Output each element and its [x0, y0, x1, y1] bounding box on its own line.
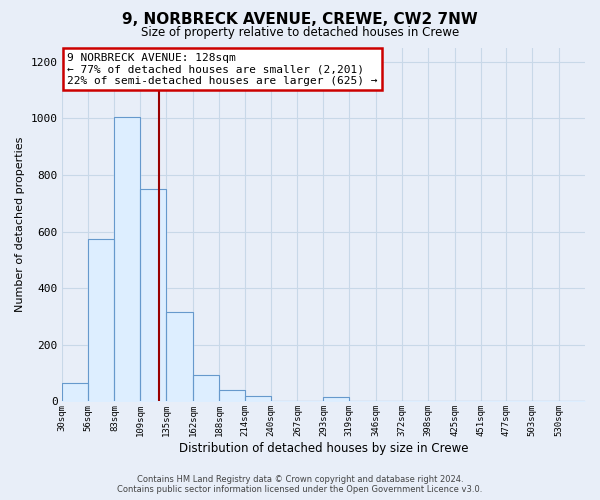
Text: Contains HM Land Registry data © Crown copyright and database right 2024.
Contai: Contains HM Land Registry data © Crown c…	[118, 474, 482, 494]
Y-axis label: Number of detached properties: Number of detached properties	[15, 137, 25, 312]
X-axis label: Distribution of detached houses by size in Crewe: Distribution of detached houses by size …	[179, 442, 468, 455]
Text: Size of property relative to detached houses in Crewe: Size of property relative to detached ho…	[141, 26, 459, 39]
Text: 9 NORBRECK AVENUE: 128sqm
← 77% of detached houses are smaller (2,201)
22% of se: 9 NORBRECK AVENUE: 128sqm ← 77% of detac…	[67, 53, 377, 86]
Text: 9, NORBRECK AVENUE, CREWE, CW2 7NW: 9, NORBRECK AVENUE, CREWE, CW2 7NW	[122, 12, 478, 28]
